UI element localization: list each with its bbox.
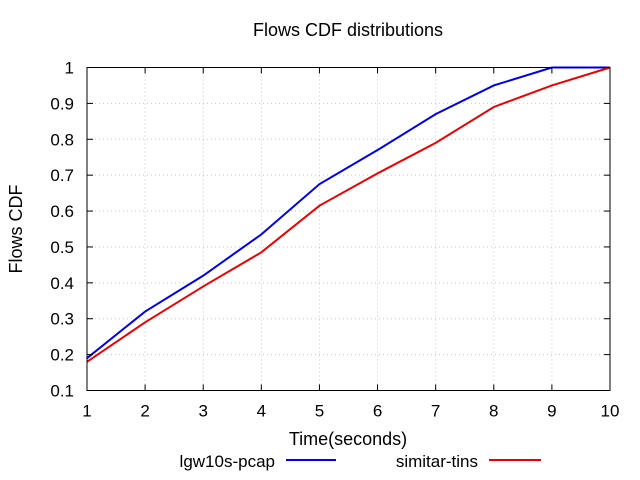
x-tick-label: 9	[547, 402, 556, 421]
x-tick-labels: 1 2 3 4 5 6 7 8 9 10	[82, 402, 619, 421]
grid-lines	[87, 67, 610, 391]
x-tick-label: 10	[601, 402, 620, 421]
y-tick-label: 0.5	[50, 238, 74, 257]
y-axis-label: Flows CDF	[6, 184, 26, 273]
x-tick-label: 6	[373, 402, 382, 421]
x-tick-label: 3	[198, 402, 207, 421]
legend: lgw10s-pcap simitar-tins	[180, 452, 541, 471]
y-tick-label: 0.6	[50, 202, 74, 221]
y-tick-labels: 0.1 0.2 0.3 0.4 0.5 0.6 0.7 0.8 0.9 1	[50, 59, 74, 401]
y-tick-label: 0.2	[50, 346, 74, 365]
x-tick-label: 2	[140, 402, 149, 421]
y-tick-label: 0.8	[50, 130, 74, 149]
x-axis-label: Time(seconds)	[289, 429, 407, 449]
series-line-lgw10s-pcap	[86, 66, 610, 359]
y-tick-label: 1	[65, 59, 74, 78]
legend-label-lgw10s-pcap: lgw10s-pcap	[180, 452, 275, 471]
y-tick-label: 0.7	[50, 166, 74, 185]
y-tick-label: 0.4	[50, 274, 74, 293]
y-tick-label: 0.9	[50, 94, 74, 113]
y-tick-label: 0.3	[50, 310, 74, 329]
x-tick-label: 7	[431, 402, 440, 421]
legend-label-simitar-tins: simitar-tins	[396, 452, 478, 471]
series-line-simitar-tins	[86, 66, 611, 363]
x-tick-label: 1	[82, 402, 91, 421]
chart-title: Flows CDF distributions	[253, 20, 443, 40]
series-lines	[86, 66, 611, 363]
x-tick-label: 4	[257, 402, 266, 421]
axis-ticks	[86, 67, 611, 391]
y-tick-label: 0.1	[50, 382, 74, 401]
plot-frame	[86, 67, 611, 391]
x-tick-label: 8	[489, 402, 498, 421]
x-tick-label: 5	[315, 402, 324, 421]
